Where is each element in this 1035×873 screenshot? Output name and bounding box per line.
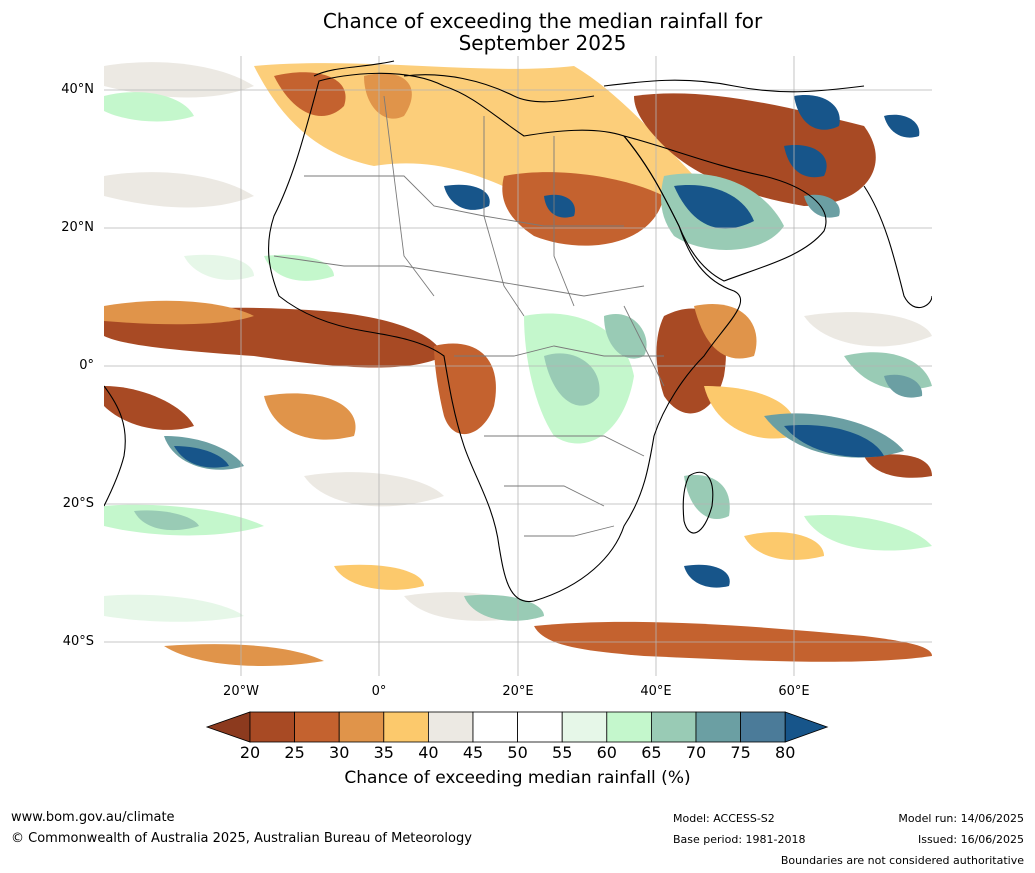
lon-label-0: 0°	[371, 684, 387, 699]
colorbar-tick-35: 35	[373, 743, 394, 762]
footer-model: Model: ACCESS-S2	[673, 812, 775, 825]
colorbar-tick-30: 30	[329, 743, 350, 762]
footer-base-period: Base period: 1981-2018	[673, 833, 806, 846]
colorbar-cell-c40_45	[427, 711, 474, 743]
rainfall-probability-map	[104, 56, 932, 676]
neutral-zones	[104, 62, 932, 621]
lon-label-20e: 20°E	[502, 684, 534, 699]
colorbar-cell-c45_50	[472, 711, 518, 743]
colorbar-cell-c30_35	[338, 711, 385, 743]
footer-disclaimer: Boundaries are not considered authoritat…	[780, 854, 1024, 867]
title-line-1: Chance of exceeding the median rainfall …	[322, 9, 763, 33]
footer-copyright: © Commonwealth of Australia 2025, Austra…	[11, 831, 472, 846]
lat-label-0: 0°	[79, 358, 94, 373]
graticule	[104, 56, 932, 676]
lon-label-40e: 40°E	[640, 684, 672, 699]
title-line-2: September 2025	[458, 31, 627, 55]
colorbar-cell-c35_40	[383, 711, 429, 743]
colorbar-label: Chance of exceeding median rainfall (%)	[344, 768, 691, 788]
colorbar-cell-c25_30	[294, 711, 340, 743]
colorbar-cell-c20_25	[249, 711, 295, 743]
map-svg	[104, 56, 932, 676]
colorbar-cells	[205, 711, 829, 743]
footer-website: www.bom.gov.au/climate	[11, 810, 175, 825]
wet-zones	[104, 92, 932, 622]
colorbar-tick-80: 80	[775, 743, 796, 762]
lat-label-20n: 20°N	[61, 220, 94, 235]
lat-label-20s: 20°S	[62, 496, 94, 511]
lon-label-60e: 60°E	[778, 684, 810, 699]
colorbar	[205, 711, 829, 743]
lat-label-40s: 40°S	[62, 634, 94, 649]
colorbar-tick-65: 65	[641, 743, 662, 762]
coastlines	[104, 60, 932, 603]
map-title: Chance of exceeding the median rainfall …	[0, 10, 1035, 54]
footer-issued: Issued: 16/06/2025	[917, 833, 1024, 846]
country-borders	[273, 95, 665, 537]
footer-model-run: Model run: 14/06/2025	[898, 812, 1024, 825]
colorbar-tick-60: 60	[596, 743, 617, 762]
lat-label-40n: 40°N	[61, 82, 94, 97]
colorbar-tick-40: 40	[418, 743, 439, 762]
lon-label-20w: 20°W	[223, 684, 259, 699]
colorbar-tick-75: 75	[730, 743, 751, 762]
colorbar-tick-20: 20	[239, 743, 261, 762]
colorbar-cell-c75_80	[740, 711, 786, 743]
colorbar-extend-low	[205, 711, 251, 743]
colorbar-cell-c55_60	[561, 711, 608, 743]
colorbar-tick-70: 70	[685, 743, 707, 762]
colorbar-tick-55: 55	[552, 743, 573, 762]
colorbar-cell-c70_75	[695, 711, 741, 743]
colorbar-cell-c50_55	[517, 711, 563, 743]
colorbar-extend-high	[784, 711, 829, 743]
colorbar-tick-45: 45	[462, 743, 484, 762]
colorbar-tick-50: 50	[507, 743, 528, 762]
colorbar-cell-c60_65	[606, 711, 652, 743]
colorbar-cell-c65_70	[650, 711, 697, 743]
colorbar-tick-25: 25	[284, 743, 305, 762]
